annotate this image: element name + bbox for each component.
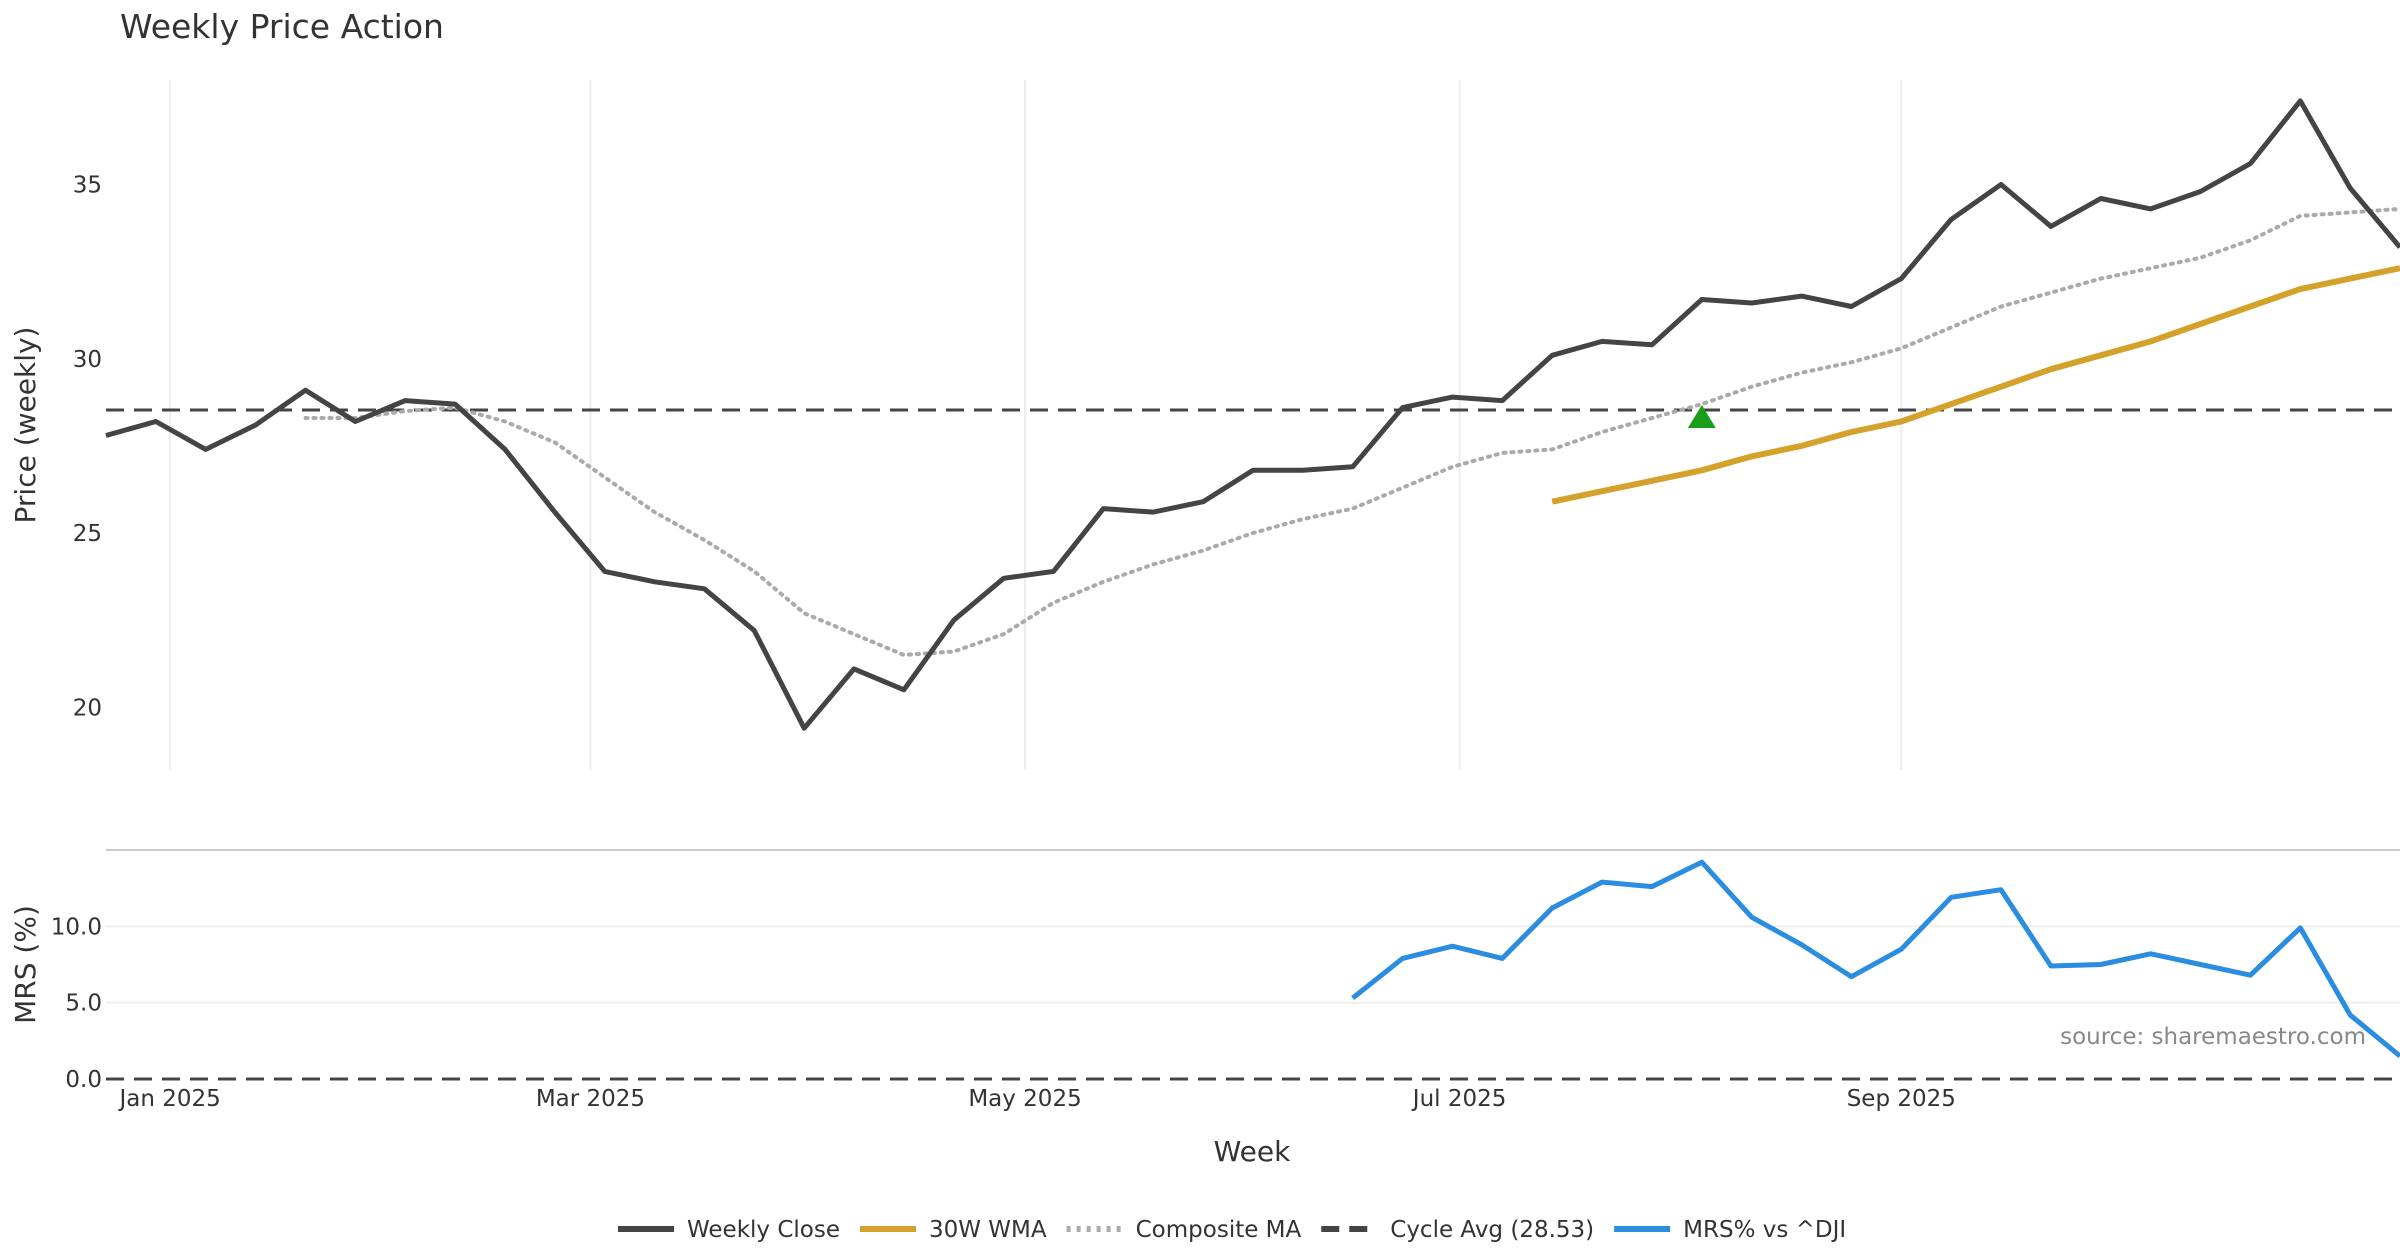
legend: Weekly Close 30W WMA Composite MA Cycle Avg… [618,1217,1846,1243]
series-line-weekly-close [105,98,2400,731]
series-line-composite-ma [303,206,2400,657]
x-tick-label: Mar 2025 [536,1086,645,1112]
y-tick-label: 25 [73,521,102,547]
legend-label-30w-wma: 30W WMA [929,1217,1047,1243]
series [105,98,2400,1059]
y-tick-label: 0.0 [65,1067,102,1093]
y-axis-label: MRS (%) [9,905,42,1024]
axes: 20 25 30 35 Price (weekly) 0.0 5.0 10.0 MRS (%) J… [9,173,1956,1112]
series-line-30w-wma [1551,265,2400,505]
x-tick-label: Sep 2025 [1847,1086,1956,1112]
x-axis-label: Week [1214,1135,1291,1168]
legend-label-weekly-close: Weekly Close [687,1217,840,1243]
source-label: source: sharemaestro.com [2060,1024,2366,1050]
markers [1687,405,1716,429]
legend-label-composite-ma: Composite MA [1136,1217,1302,1243]
y-tick-label: 20 [73,695,102,721]
legend-label-mrs-vs-dji: MRS% vs ^DJI [1683,1217,1846,1243]
x-tick-label: Jul 2025 [1411,1086,1507,1112]
chart-title: Weekly Price Action [120,7,444,46]
x-tick-label: Jan 2025 [117,1086,220,1112]
y-tick-label: 35 [73,173,102,199]
x-tick-label: May 2025 [968,1086,1081,1112]
grid [106,80,2400,1004]
y-tick-label: 10.0 [51,914,102,940]
signal-marker [1687,405,1716,429]
y-tick-label: 30 [73,347,102,373]
y-axis-label: Price (weekly) [9,327,42,524]
y-tick-label: 5.0 [65,991,102,1017]
series-line-mrs-vs-dji [1351,859,2400,1059]
reference-lines [106,408,2400,1081]
legend-label-cycle-avg-28-53: Cycle Avg (28.53) [1390,1217,1594,1243]
